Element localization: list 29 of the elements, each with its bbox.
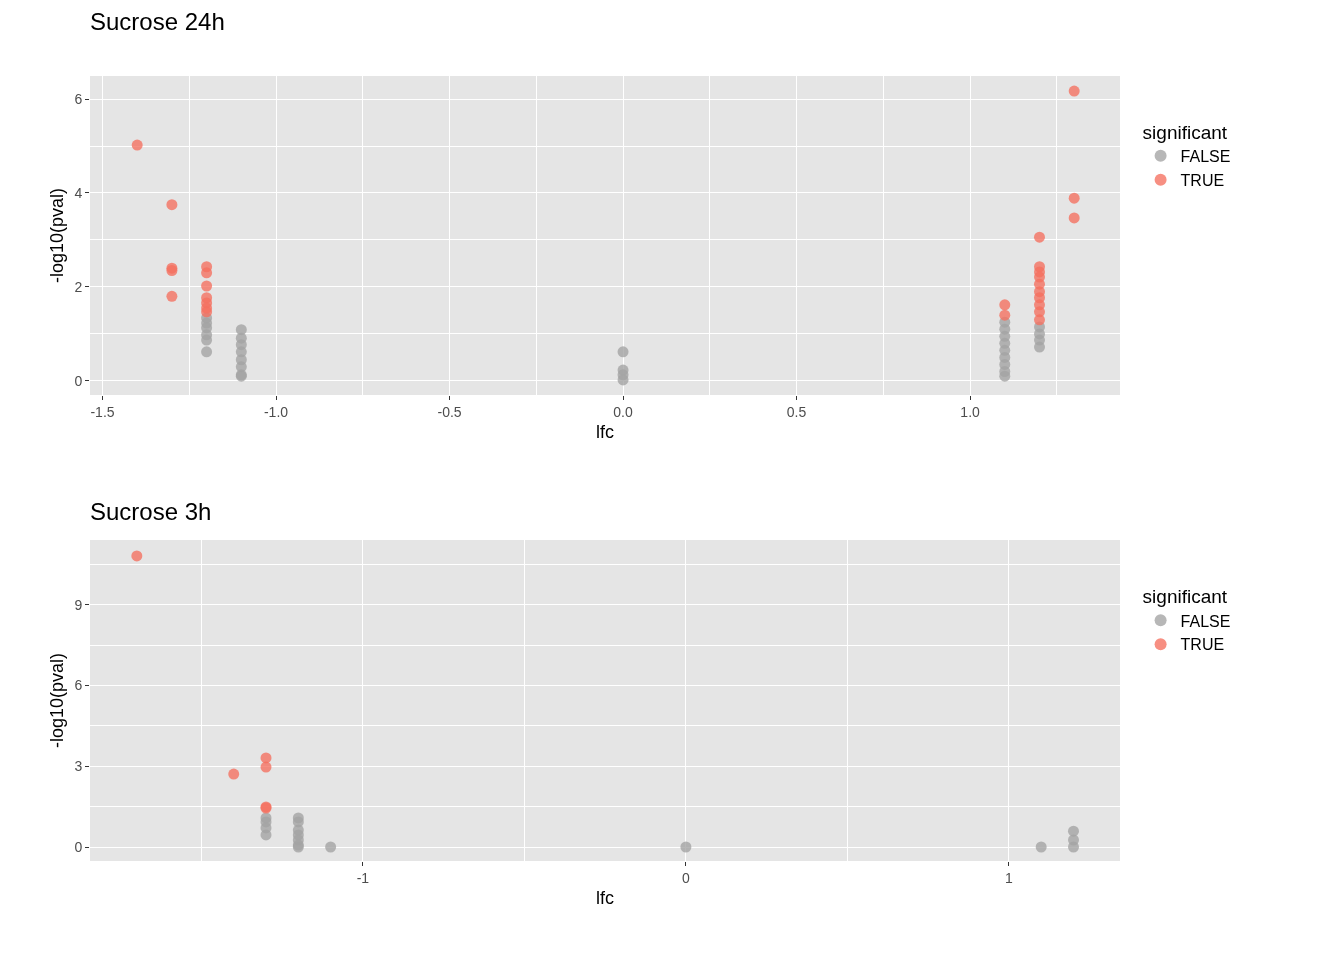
y-tick-label: 0 — [74, 372, 83, 389]
y-tick-label: 9 — [74, 596, 83, 613]
x-tick-label: 0.0 — [613, 403, 633, 420]
chart-title: Sucrose 24h — [90, 8, 225, 35]
y-tick-label: 6 — [74, 677, 83, 694]
y-tick-label: 4 — [74, 184, 83, 201]
legend-label: FALSE — [1180, 612, 1231, 630]
x-tick-label: -0.5 — [437, 403, 462, 420]
legend-label: FALSE — [1180, 148, 1231, 166]
x-tick-label: 1 — [1004, 869, 1013, 886]
y-axis-title: -log10(pval) — [46, 187, 67, 284]
y-tick-label: 6 — [74, 90, 83, 107]
y-tick-label: 2 — [74, 278, 83, 295]
legend-label: TRUE — [1180, 171, 1225, 189]
x-tick-label: 0.5 — [786, 403, 807, 420]
x-tick-label: -1.5 — [90, 403, 115, 420]
legend-label: TRUE — [1180, 636, 1225, 654]
x-tick-label: -1.0 — [263, 403, 289, 420]
y-tick-label: 3 — [74, 758, 83, 775]
x-axis-title: lfc — [596, 421, 614, 442]
x-tick-label: -1 — [356, 869, 370, 886]
legend-title: significant — [1142, 586, 1228, 608]
x-tick-label: 1.0 — [960, 403, 981, 420]
x-tick-label: 0 — [682, 869, 691, 886]
legend-title: significant — [1142, 121, 1228, 143]
y-axis-title: -log10(pval) — [46, 652, 67, 749]
y-tick-label: 0 — [74, 838, 83, 855]
x-axis-title: lfc — [596, 887, 614, 908]
chart-title: Sucrose 3h — [90, 497, 212, 525]
